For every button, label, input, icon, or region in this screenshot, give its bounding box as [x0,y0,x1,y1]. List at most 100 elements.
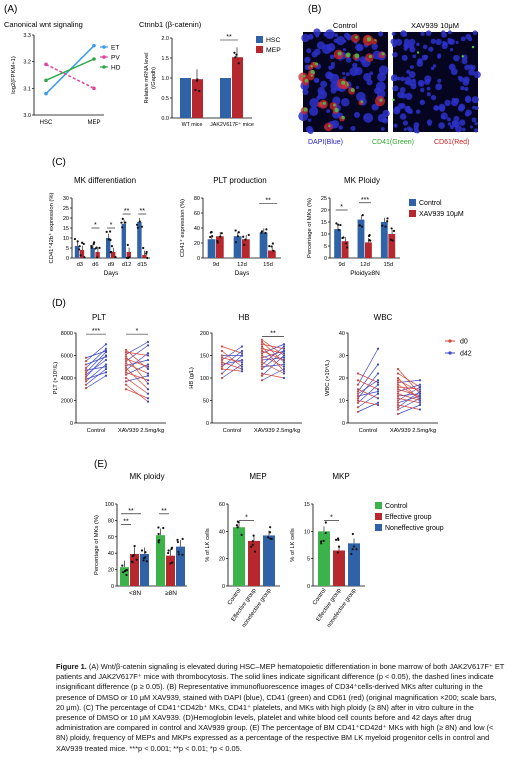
bar-XAV939 10μM [242,239,250,258]
nucleus [376,89,386,99]
paired-line [357,400,379,406]
legend-label-HD: HD [111,65,121,72]
paired-line [85,343,107,362]
point-d0 [396,403,400,407]
point-d42 [376,372,380,375]
data-point [355,548,358,551]
point-d0 [84,369,88,372]
y-tick-label: 10 [304,529,310,535]
nucleus [306,48,312,54]
y-tick-label: 5 [307,557,310,563]
y-tick-label: 0 [307,584,310,590]
point-d0 [84,380,88,383]
point-d0 [396,392,400,395]
nucleus [464,86,469,92]
data-point [234,241,238,244]
nucleus [355,43,363,52]
legend-swatch-HSC [256,36,263,43]
point-d0 [396,367,400,371]
paired-line [125,367,149,390]
point-d0 [124,369,128,372]
nucleus [465,109,472,116]
y-tick-label: 40 [339,331,345,337]
nucleus [435,38,442,46]
y-tick-label: 0.5 [161,96,169,102]
paired-line [125,388,149,399]
x-tick-label: XAV939 2.5mg/kg [118,428,164,434]
bar-Control [207,239,216,258]
bar-Effective group [130,554,139,586]
nucleus [420,100,424,104]
point-d42 [418,379,422,382]
data-point [198,89,201,93]
nucleus [403,127,408,131]
data-point [83,256,86,259]
nucleus [461,127,466,132]
point-d0 [396,383,400,386]
bar-XAV939 10μM [95,252,100,258]
x-tick-label: Control [223,428,242,434]
nucleus [345,34,353,41]
y-tick-label: 20 [194,241,200,247]
paired-line [221,346,243,354]
paired-line [125,352,149,371]
sig-label: * [94,222,97,229]
wnt-line-chart: 3.3 3.2 3.1 3.0 log2(FPKM+1) HSC MEP ET PV HD [11,33,121,126]
data-point [320,542,323,545]
data-point [337,538,340,542]
x-tick-label: d9 [108,262,114,268]
y-axis-label: Relative mRNA level [144,53,150,104]
point-d42 [376,388,380,391]
series-point-ET [44,91,48,96]
point-d0 [396,390,400,393]
paired-line [357,379,379,390]
data-point [268,531,272,534]
nucleus [458,119,466,126]
paired-line [85,356,107,365]
paired-line [261,361,285,374]
data-point [264,231,267,235]
cd41-signal [341,115,345,120]
point-d0 [124,353,128,356]
data-point [90,244,93,248]
caption-text: (A) Wnt/β-catenin signaling is elevated … [56,662,505,753]
figure-canvas: (A) Canonical wnt signaling 3.3 3.2 3.1 3.0… [4,4,481,629]
paired-line [397,397,421,410]
nucleus [382,109,390,118]
y-axis-label: HB (g/L) [189,367,195,389]
point-d0 [396,406,400,409]
paired-line [221,359,243,365]
point-d0 [356,372,360,375]
point-d42 [376,383,380,386]
nucleus [326,109,331,114]
point-d42 [146,372,150,375]
panel-c-charts: 0 5 10 15 20 25 30 CD41⁺42b⁺ expression (%) d3 d6… [48,192,464,277]
data-point [235,524,238,527]
point-d42 [376,347,380,350]
point-d0 [220,361,224,364]
data-point [324,521,327,524]
data-point [78,245,81,248]
d-wbc-title: WBC [374,313,393,322]
point-d42 [282,356,286,359]
x-axis-label: Ploidy≥8N [350,270,380,277]
point-d0 [396,394,400,398]
nucleus [329,54,335,60]
paired-line [261,341,285,363]
data-point [392,229,396,233]
data-point [176,540,179,544]
data-point [339,223,342,227]
point-d42 [146,354,150,357]
data-point [158,539,161,542]
micro-control-title: Control [333,21,358,30]
point-d0 [220,354,224,357]
y-axis-label: Percentage of MKs (%) [94,515,100,575]
data-point [243,243,246,246]
paired-line [221,350,243,368]
nucleus [452,120,460,128]
data-point [107,238,110,241]
data-point [270,245,273,248]
data-point [337,545,341,548]
point-d0 [260,361,264,364]
data-point [142,246,145,250]
